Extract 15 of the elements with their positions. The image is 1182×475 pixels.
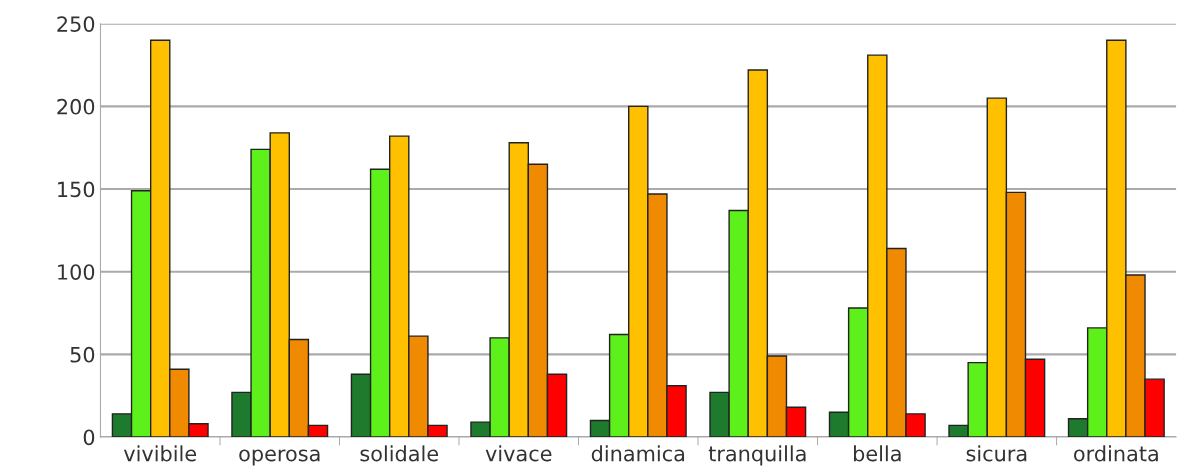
- x-tick-label: tranquilla: [708, 445, 806, 466]
- x-tick-label: solidale: [360, 445, 439, 462]
- y-tick-label: 100: [58, 264, 95, 280]
- x-tick-label: sicura: [966, 445, 1027, 462]
- x-tick-label: vivibile: [123, 445, 197, 462]
- x-tick-label: operosa: [239, 449, 320, 466]
- x-tick-label: ordinata: [1074, 445, 1158, 462]
- y-tick-label: 150: [58, 181, 95, 198]
- y-tick-label: 0: [83, 429, 95, 446]
- x-tick-label: vivace: [485, 445, 552, 462]
- y-tick-label: 250: [57, 16, 95, 32]
- x-tick-label: dinamica: [591, 445, 685, 462]
- x-tick-label: bella: [854, 445, 901, 462]
- y-tick-label: 50: [70, 346, 95, 363]
- y-tick-label: 200: [57, 98, 95, 115]
